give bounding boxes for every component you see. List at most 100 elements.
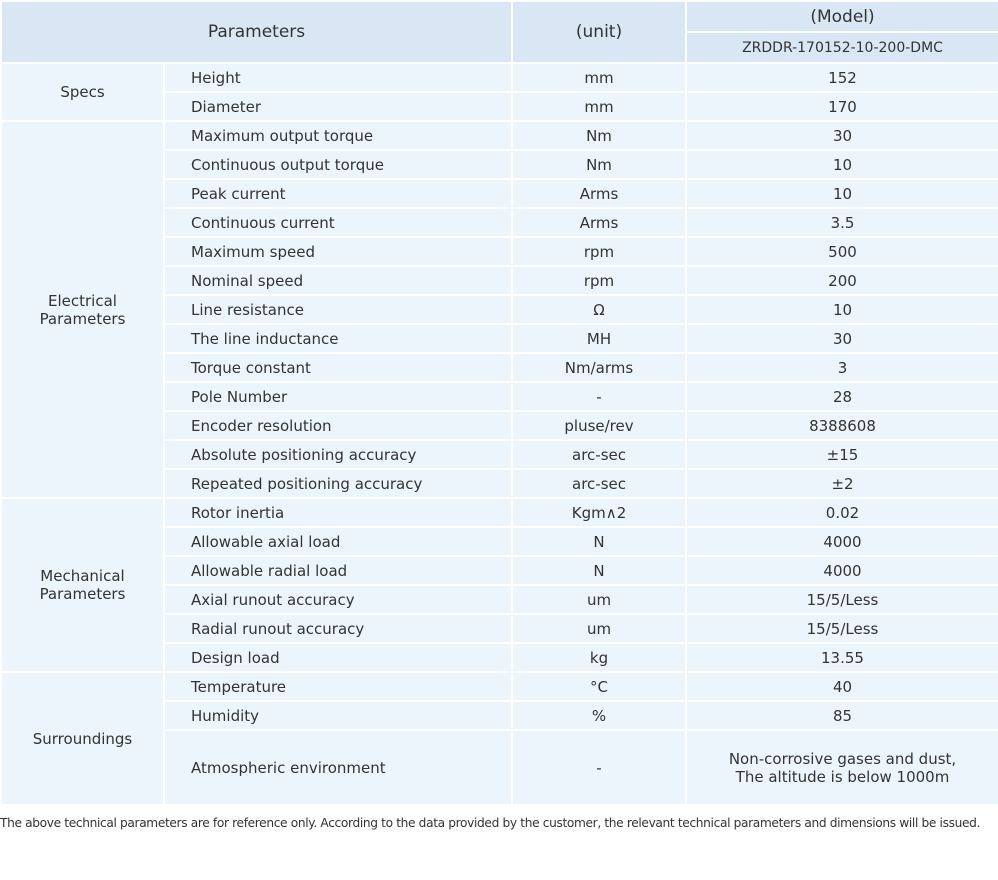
group-name: Surroundings — [32, 729, 133, 748]
table-row: Diameter mm 170 — [1, 91, 998, 122]
value-cell: 8388608 — [685, 410, 998, 441]
value-cell: Non-corrosive gases and dust, The altitud… — [685, 729, 998, 806]
table-row: Peak current Arms 10 — [1, 178, 998, 209]
value-cell: 0.02 — [685, 497, 998, 528]
parameter-cell: Temperature — [163, 671, 513, 702]
parameter-cell: Humidity — [163, 700, 513, 731]
table-row: Design load kg 13.55 — [1, 642, 998, 673]
unit-cell: rpm — [511, 265, 687, 296]
value-cell: 15/5/Less — [685, 584, 998, 615]
table-row: Humidity% 85 — [1, 700, 998, 731]
value-cell: 200 — [685, 265, 998, 296]
parameter-cell: Absolute positioning accuracy — [163, 439, 513, 470]
unit-cell: - — [511, 381, 687, 412]
group-cell: Mechanical Parameters — [0, 497, 165, 673]
value-cell: 13.55 — [685, 642, 998, 673]
parameter-cell: Allowable radial load — [163, 555, 513, 586]
unit-cell: °C — [511, 671, 687, 702]
unit-cell: - — [511, 729, 687, 806]
group-cell: Specs — [0, 62, 165, 122]
table-row: Atmospheric environment - Non-corrosive ga… — [1, 729, 998, 806]
parameter-cell: Torque constant — [163, 352, 513, 383]
parameter-cell: Diameter — [163, 91, 513, 122]
group-name: Specs — [60, 83, 105, 101]
unit-cell: arc-sec — [511, 439, 687, 470]
parameter-cell: Height — [163, 62, 513, 93]
parameter-cell: Maximum output torque — [163, 120, 513, 151]
table-row: Radial runout accuracy um 15/5/Less — [1, 613, 998, 644]
value-cell: 10 — [685, 294, 998, 325]
value-cell: 10 — [685, 149, 998, 180]
value-cell: 4000 — [685, 555, 998, 586]
table-row: Allowable radial load N 4000 — [1, 555, 998, 586]
unit-cell: Nm — [511, 149, 687, 180]
value-cell: 170 — [685, 91, 998, 122]
parameter-cell: Continuous current — [163, 207, 513, 238]
unit-cell: Nm — [511, 120, 687, 151]
parameter-cell: Encoder resolution — [163, 410, 513, 441]
table-row: Torque constant Nm/arms 3 — [1, 352, 998, 383]
value-cell: 3 — [685, 352, 998, 383]
table-row: Maximum speed rpm 500 — [1, 236, 998, 267]
footnote: The above technical parameters are for r… — [0, 816, 981, 830]
unit-cell: um — [511, 584, 687, 615]
header-parameters: Parameters — [0, 0, 513, 64]
value-line: The altitude is below 1000m — [735, 767, 950, 786]
group-name: Mechanical Parameters — [39, 567, 126, 603]
value-cell: 10 — [685, 178, 998, 209]
group-cell: Electrical Parameters — [0, 120, 165, 499]
value-cell: 15/5/Less — [685, 613, 998, 644]
unit-cell: arc-sec — [511, 468, 687, 499]
spec-table: Parameters (unit) (Model) ZRDDR-170152-1… — [0, 0, 998, 806]
parameter-cell: Atmospheric environment — [163, 729, 513, 806]
unit-cell: um — [511, 613, 687, 644]
unit-cell: kg — [511, 642, 687, 673]
value-cell: ±2 — [685, 468, 998, 499]
parameter-cell: Design load — [163, 642, 513, 673]
table-body: Specs Height mm 152 Diameter mm 170 Electrical … — [0, 62, 998, 806]
unit-cell: Ω — [511, 294, 687, 325]
value-cell: 85 — [685, 700, 998, 731]
unit-cell: Nm/arms — [511, 352, 687, 383]
table-row: The line inductance MH 30 — [1, 323, 998, 354]
unit-cell: N — [511, 526, 687, 557]
value-cell: ±15 — [685, 439, 998, 470]
unit-cell: Arms — [511, 178, 687, 209]
parameter-cell: Pole Number — [163, 381, 513, 412]
table-row: Electrical Parameters Maximum output torq… — [0, 120, 998, 499]
unit-cell: rpm — [511, 236, 687, 267]
value-cell: 30 — [685, 120, 998, 151]
table-row: Axial runout accuracy um 15/5/Less — [1, 584, 998, 615]
value-cell: 28 — [685, 381, 998, 412]
unit-cell: N — [511, 555, 687, 586]
unit-cell: pluse/rev — [511, 410, 687, 441]
table-row: Continuous output torque Nm 10 — [1, 149, 998, 180]
value-cell: 40 — [685, 671, 998, 702]
parameter-cell: Rotor inertia — [163, 497, 513, 528]
parameter-cell: Continuous output torque — [163, 149, 513, 180]
parameter-cell: Axial runout accuracy — [163, 584, 513, 615]
table-row: Specs Height mm 152 — [0, 62, 998, 122]
table-row: Continuous current Arms 3.5 — [1, 207, 998, 238]
parameter-cell: Peak current — [163, 178, 513, 209]
table-row: Nominal speed rpm 200 — [1, 265, 998, 296]
header-model: (Model) — [685, 0, 998, 33]
table-row: Line resistance Ω 10 — [1, 294, 998, 325]
parameter-cell: The line inductance — [163, 323, 513, 354]
value-cell: 500 — [685, 236, 998, 267]
unit-cell: Kgm∧2 — [511, 497, 687, 528]
header-model-name: ZRDDR-170152-10-200-DMC — [685, 31, 998, 64]
value-cell: 3.5 — [685, 207, 998, 238]
parameter-cell: Nominal speed — [163, 265, 513, 296]
table-row: Mechanical Parameters Rotor inertia Kgm∧2 0… — [0, 497, 998, 673]
value-cell: 152 — [685, 62, 998, 93]
table-row: Repeated positioning accuracy arc-sec ±2 — [1, 468, 998, 499]
header-unit: (unit) — [511, 0, 687, 64]
table-row: Encoder resolution pluse/rev 8388608 — [1, 410, 998, 441]
group-name: Electrical Parameters — [39, 291, 126, 328]
unit-cell: mm — [511, 91, 687, 122]
table-row: Pole Number -28 — [1, 381, 998, 412]
table-row: Allowable axial load N 4000 — [1, 526, 998, 557]
parameter-cell: Line resistance — [163, 294, 513, 325]
